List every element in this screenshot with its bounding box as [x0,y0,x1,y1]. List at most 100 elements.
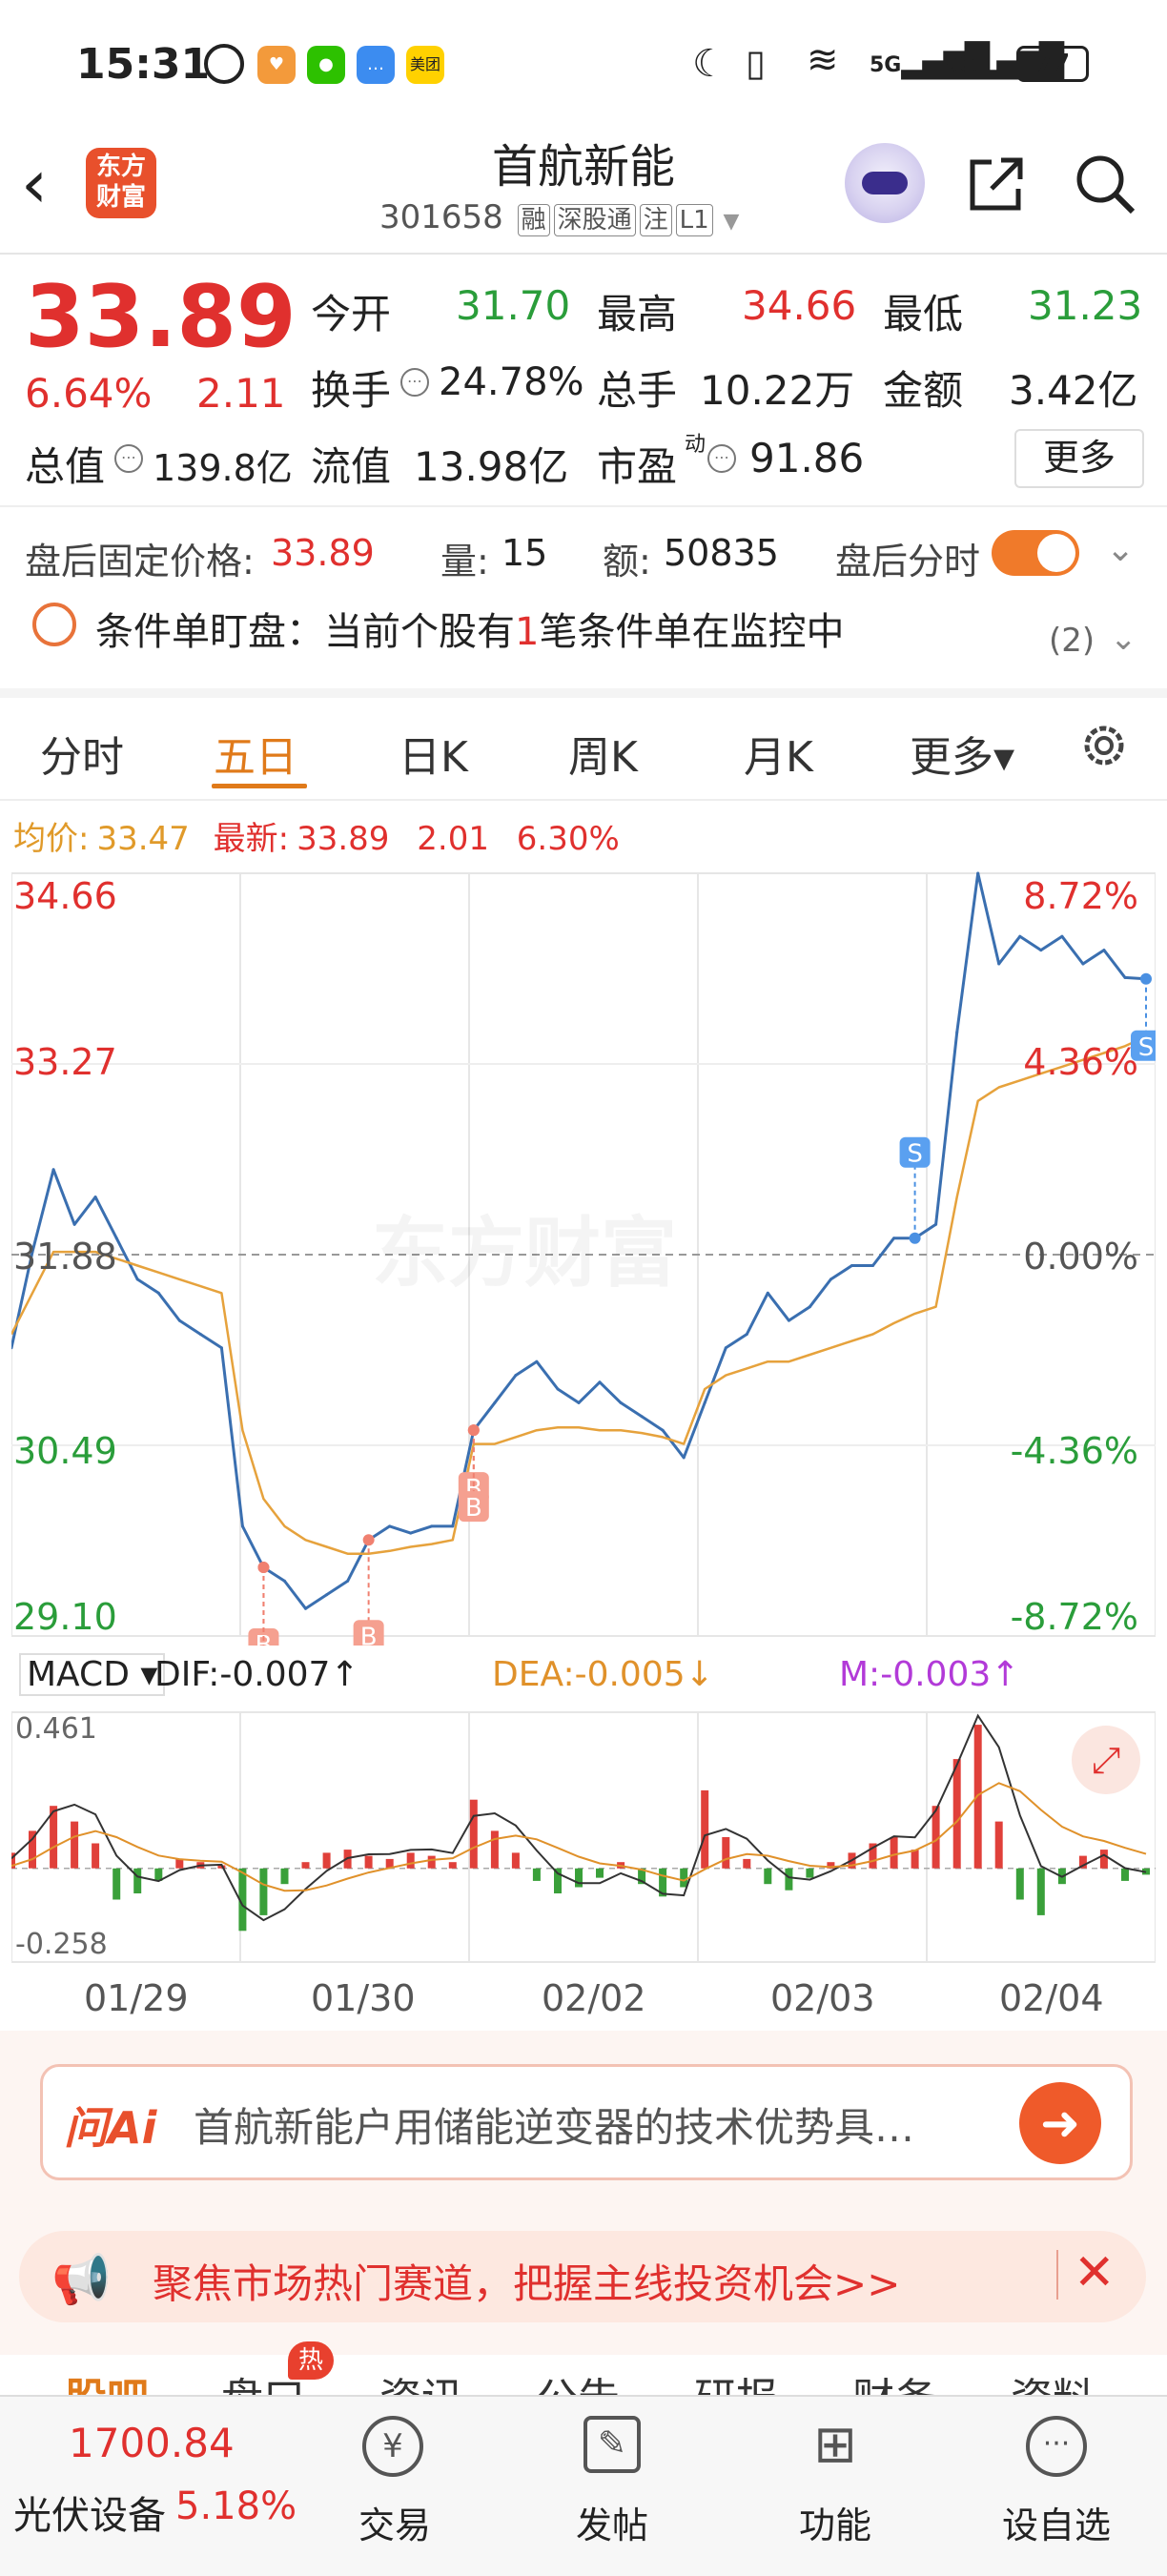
index-name[interactable]: 光伏设备 [13,2494,166,2538]
y-left-tick: 31.88 [13,1236,117,1278]
macd-bar [994,1821,1003,1869]
ai-assistant-icon[interactable] [845,143,925,223]
info-icon[interactable]: ⋯ [114,444,143,473]
macd-bar [554,1868,562,1893]
price-point [283,1579,286,1583]
price-point [703,1400,706,1404]
macd-header: MACD ▾ DIF:-0.007↑ DEA:-0.005↓ M:-0.003↑ [11,1647,1156,1703]
ask-ai-brand: 问Ai [64,2102,157,2154]
more-circle-icon[interactable]: ··· [1026,2416,1087,2477]
macd-bar [932,1806,940,1869]
x-tick: 01/29 [84,1977,189,2019]
nav-function[interactable]: 功能 [798,2504,871,2546]
info-icon[interactable]: ⋯ [400,368,429,397]
ask-ai-prompt: 首航新能户用储能逆变器的技术优势具… [194,2104,915,2151]
macd-bar [511,1852,520,1869]
dea-label: DEA: [492,1655,575,1694]
tab-day-k[interactable]: 日K [399,733,468,782]
function-grid-icon[interactable]: ⊞ [813,2414,857,2474]
macd-bar [869,1843,877,1869]
tab-timeshare[interactable]: 分时 [40,733,124,782]
current-price: 33.89 [25,267,297,367]
expand-icon[interactable]: ⤢ [1072,1726,1140,1794]
after-hours-qty-label: 量: [440,541,489,583]
after-hours-toggle[interactable] [992,530,1079,576]
price-point [11,1346,13,1350]
price-point [871,1264,874,1267]
volume-value: 10.22万 [700,367,855,414]
change-percent: 6.64% [25,370,153,417]
macd-bar [596,1868,604,1878]
info-icon[interactable]: ⋯ [707,444,736,473]
price-point [787,1319,790,1322]
marker-dot [909,1232,921,1244]
logo-text-1: 东方 [95,153,146,181]
marker-badge-S [899,1136,931,1168]
after-hours-qty: 15 [502,532,548,574]
index-value[interactable]: 1700.84 [69,2420,235,2466]
chevron-down-icon[interactable]: ⌄ [1106,530,1136,569]
marker-badge-S [1131,1030,1156,1061]
promo-banner[interactable]: 📢 聚焦市场热门赛道，把握主线投资机会>> ✕ [19,2231,1146,2322]
dea-value: -0.005 [574,1655,686,1694]
y-left-tick: 30.49 [13,1430,117,1472]
settings-gear-icon[interactable] [1075,717,1133,774]
price-point [219,1346,223,1350]
stock-title[interactable]: 首航新能 [491,140,675,194]
tab-week-k[interactable]: 周K [568,733,638,782]
more-quote-button[interactable]: 更多 [1014,429,1144,488]
macd-bar [638,1868,646,1885]
price-chart[interactable]: BBBBBSS [11,864,1156,1646]
status-time: 15:31 [76,40,211,89]
price-point [198,1333,202,1336]
macd-m: M:-0.003↑ [839,1655,1019,1694]
macd-selector[interactable]: MACD ▾ [19,1653,166,1696]
price-point [1060,934,1064,938]
tab-more[interactable]: 更多▾ [910,733,1015,782]
back-icon[interactable]: ‹ [21,145,48,223]
y-right-tick: 0.00% [1023,1236,1138,1278]
edit-post-icon[interactable]: ✎ [584,2416,641,2473]
trade-icon[interactable]: ¥ [362,2416,423,2477]
price-point [493,1400,497,1404]
dif-line [11,1713,1147,1922]
marker-text-B: B [360,1623,378,1646]
price-point [1081,962,1085,966]
macd-bar [238,1868,247,1932]
average-line [11,1035,1147,1555]
price-point [514,1374,518,1378]
nav-add-watchlist[interactable]: 设自选 [1001,2504,1111,2546]
ask-ai-box[interactable]: 问Ai 首航新能户用储能逆变器的技术优势具… ➜ [40,2064,1133,2180]
condition-text[interactable]: 条件单盯盘：当前个股有1笔条件单在监控中 [95,601,844,656]
price-point [409,1531,413,1535]
nav-post[interactable]: 发帖 [575,2504,648,2546]
price-point [240,1524,244,1528]
condition-badge: (2) [1049,622,1095,660]
macd-dea: DEA:-0.005↓ [492,1655,714,1694]
m-arrow: ↑ [991,1655,1020,1694]
price-point [640,1415,644,1419]
stock-code-row[interactable]: 301658 融深股通注 L1 ▼ [379,198,739,236]
chevron-down-icon[interactable]: ⌄ [1110,620,1137,658]
price-point [766,1291,769,1295]
nav-trade[interactable]: 交易 [358,2504,431,2546]
m-label: M: [839,1655,881,1694]
macd-chart[interactable] [11,1708,1156,1966]
macd-bar [217,1865,226,1869]
price-point [346,1579,350,1583]
mcap-label: 总值 [25,443,106,490]
macd-bar [659,1868,667,1897]
divider [0,253,1167,255]
macd-bar [785,1868,793,1891]
eastmoney-logo[interactable]: 东方 财富 [86,148,156,218]
tab-five-day[interactable]: 五日 [214,733,297,782]
macd-bar [71,1821,79,1869]
search-icon[interactable] [1072,151,1138,217]
chart-legend: 均价: 33.47 最新: 33.89 2.01 6.30% [13,812,620,859]
close-icon[interactable]: ✕ [1074,2244,1116,2301]
price-point [829,1278,832,1281]
price-point [850,1264,853,1267]
tab-month-k[interactable]: 月K [744,733,813,782]
arrow-right-icon[interactable]: ➜ [1019,2082,1101,2164]
share-icon[interactable] [963,151,1030,217]
